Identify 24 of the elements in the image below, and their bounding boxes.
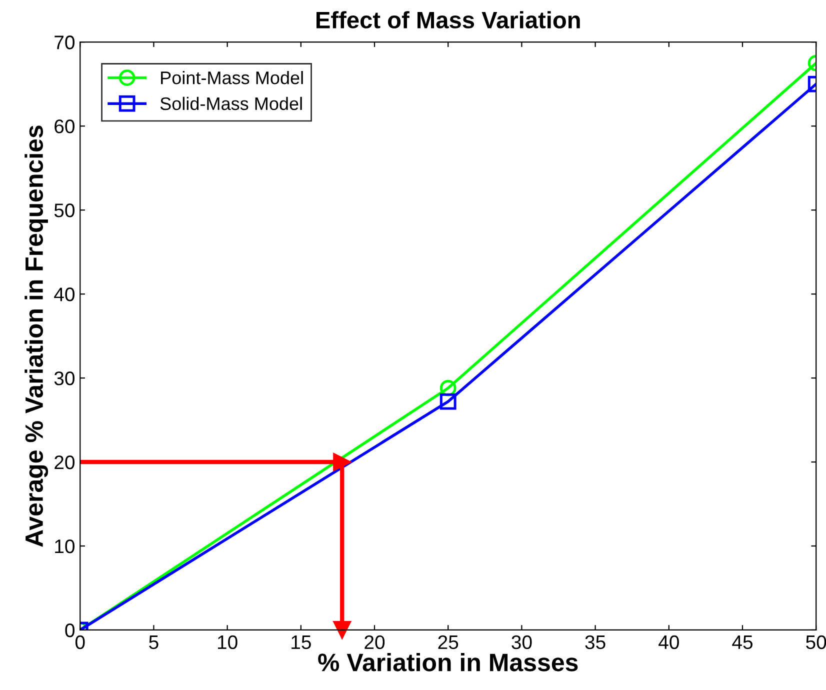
x-tick-label: 40 — [658, 635, 679, 650]
x-tick-label: 15 — [292, 636, 311, 650]
y-tick-label: 50 — [54, 204, 74, 218]
y-tick-label: 30 — [54, 371, 74, 386]
y-tick-label: 60 — [54, 120, 74, 134]
y-tick-label: 40 — [54, 288, 74, 302]
x-tick-label: 5 — [149, 636, 158, 650]
x-tick-label: 20 — [364, 635, 385, 650]
legend-label: Point-Mass Model — [161, 70, 303, 84]
y-tick-label: 0 — [65, 623, 74, 638]
x-tick-label: 0 — [75, 635, 85, 650]
x-axis-title: % Variation in Masses — [318, 652, 578, 672]
x-tick-label: 25 — [438, 635, 458, 650]
x-tick-label: 35 — [585, 635, 606, 650]
y-tick-label: 20 — [54, 455, 74, 470]
x-tick-label: 30 — [512, 635, 532, 650]
y-axis-title: Average % Variation in Frequencies — [24, 126, 48, 547]
chart-title: Effect of Mass Variation — [316, 11, 580, 28]
x-tick-label: 50 — [806, 635, 826, 650]
y-tick-label: 10 — [55, 539, 74, 554]
x-tick-label: 45 — [732, 636, 752, 650]
legend-label: Solid-Mass Model — [160, 96, 302, 110]
x-tick-label: 10 — [218, 635, 238, 650]
y-tick-label: 70 — [54, 36, 74, 50]
